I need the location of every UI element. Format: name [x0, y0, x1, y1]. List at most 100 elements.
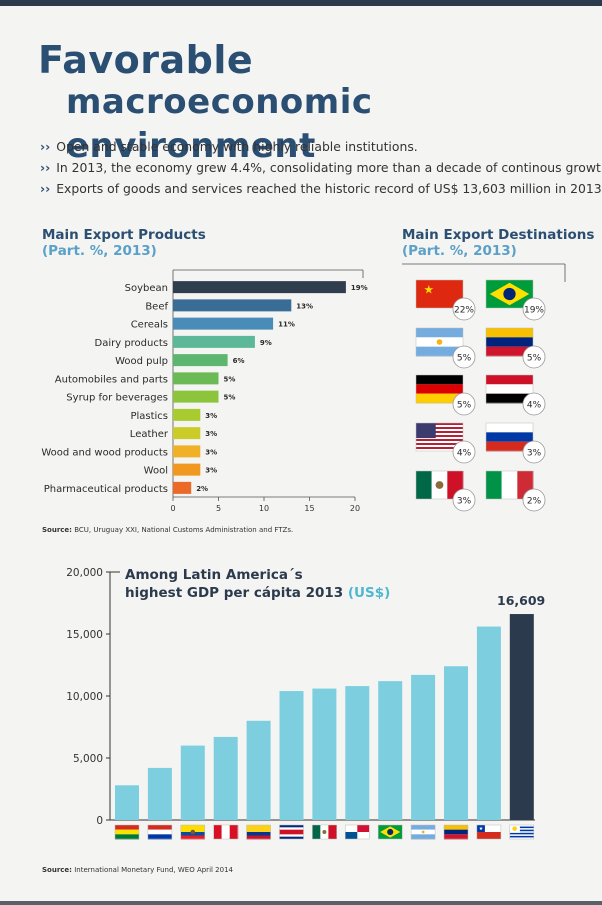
flag-border: [377, 824, 403, 840]
category-label: Wood pulp: [115, 356, 168, 367]
gdp-chart-title: Among Latin America´s highest GDP per cá…: [125, 566, 390, 602]
flag-border: [485, 374, 534, 404]
double-chevron-icon: ››: [40, 181, 51, 196]
source-text: BCU, Uruguay XXI, National Customs Admin…: [74, 526, 294, 534]
bar-7: [173, 408, 201, 421]
percent-badge: [522, 392, 546, 416]
flag-part: [509, 832, 534, 835]
bottom-border: [0, 901, 602, 905]
flag-part: [476, 825, 485, 832]
exports-subtitle: (Part. %, 2013): [42, 243, 157, 259]
flag-part: [476, 832, 501, 839]
bar-9: [173, 445, 201, 458]
mexico-flag: [415, 470, 464, 500]
flag-border: [485, 422, 534, 452]
percent-label: 5%: [527, 354, 542, 364]
source-label: Source:: [42, 866, 72, 874]
exports-title: Main Export Products: [42, 227, 206, 243]
flag-part: [444, 834, 468, 840]
flag-part: [416, 423, 436, 439]
flag-border: [485, 327, 534, 357]
page-title-line2: macroeconomic environment: [66, 82, 373, 166]
flag-border: [485, 279, 534, 309]
brazil-flag: [377, 824, 403, 840]
gdp-bar-11: [476, 626, 501, 820]
germany-flag: [415, 374, 464, 404]
flag-border: [213, 824, 238, 840]
flag-part: [416, 439, 463, 441]
x-tick-label: 15: [304, 504, 314, 513]
percent-badge: [452, 345, 476, 369]
flag-part: [444, 829, 468, 835]
flag-border: [415, 279, 464, 309]
flag-part: [115, 825, 139, 830]
flag-part: [416, 384, 463, 394]
percent-label: 4%: [457, 449, 472, 459]
percent-badge: [452, 392, 476, 416]
bullet-text: Open and stable economy with highly reli…: [56, 139, 418, 154]
flag-part: [246, 825, 271, 832]
panama-flag: [345, 824, 370, 840]
flag-part: [147, 834, 172, 840]
gdp-bar-5: [279, 691, 304, 820]
bullet-text: In 2013, the economy grew 4.4%, consolid…: [56, 160, 602, 175]
flag-border: [415, 374, 464, 404]
y-tick-label: 10,000: [66, 691, 103, 703]
flag-part: [416, 445, 463, 447]
percent-label: 22%: [454, 306, 474, 316]
flag-part: [416, 435, 463, 437]
percent-label: 3%: [527, 449, 542, 459]
percent-badge: [522, 488, 546, 512]
data-label: 3%: [205, 430, 217, 438]
flag-border: [279, 824, 304, 840]
data-label: 19%: [351, 284, 368, 292]
paraguay-flag: [147, 824, 173, 840]
percent-badge: [522, 345, 546, 369]
flag-border: [476, 824, 502, 840]
percent-label: 3%: [457, 497, 472, 507]
gdp-bar-8: [378, 681, 403, 820]
flag-part: [416, 393, 463, 404]
flag-part: [421, 830, 425, 834]
gdp-bar-1: [147, 767, 172, 820]
percent-label: 5%: [457, 401, 472, 411]
percent-badge: [522, 297, 546, 321]
percent-label: 19%: [524, 306, 544, 316]
flag-part: [328, 825, 337, 839]
category-label: Leather: [130, 429, 169, 440]
flag-part: [486, 375, 533, 385]
percent-badge: [452, 297, 476, 321]
flag-part: [416, 431, 463, 433]
gdp-bar-9: [411, 674, 436, 820]
y-tick-label: 15,000: [66, 629, 103, 641]
flag-border: [114, 824, 140, 840]
flag-part: [486, 328, 533, 338]
data-label: 13%: [296, 302, 313, 310]
x-tick-label: 5: [216, 504, 221, 513]
argentina-flag: [415, 327, 464, 357]
flag-part: [357, 825, 370, 832]
russia-flag: [485, 422, 534, 452]
flag-part: [246, 832, 271, 836]
exports-source: Source: BCU, Uruguay XXI, National Custo…: [42, 526, 293, 534]
flag-part: [512, 826, 517, 831]
usa-flag: [415, 422, 464, 452]
bar-8: [173, 427, 201, 440]
flag-border: [415, 327, 464, 357]
flag-part: [246, 835, 271, 840]
costa-rica-flag: [279, 824, 304, 840]
x-tick-label: 0: [170, 504, 175, 513]
gdp-bar-2: [180, 745, 205, 820]
flag-part: [486, 346, 533, 357]
percent-label: 5%: [457, 354, 472, 364]
flag-border: [246, 824, 271, 840]
colombia-flag: [246, 824, 271, 840]
flag-part: [416, 423, 463, 425]
flag-border: [147, 824, 173, 840]
data-label: 5%: [224, 375, 236, 383]
x-tick-label: 10: [259, 504, 269, 513]
flag-part: [416, 471, 432, 499]
category-label: Pharmaceutical products: [44, 484, 168, 495]
